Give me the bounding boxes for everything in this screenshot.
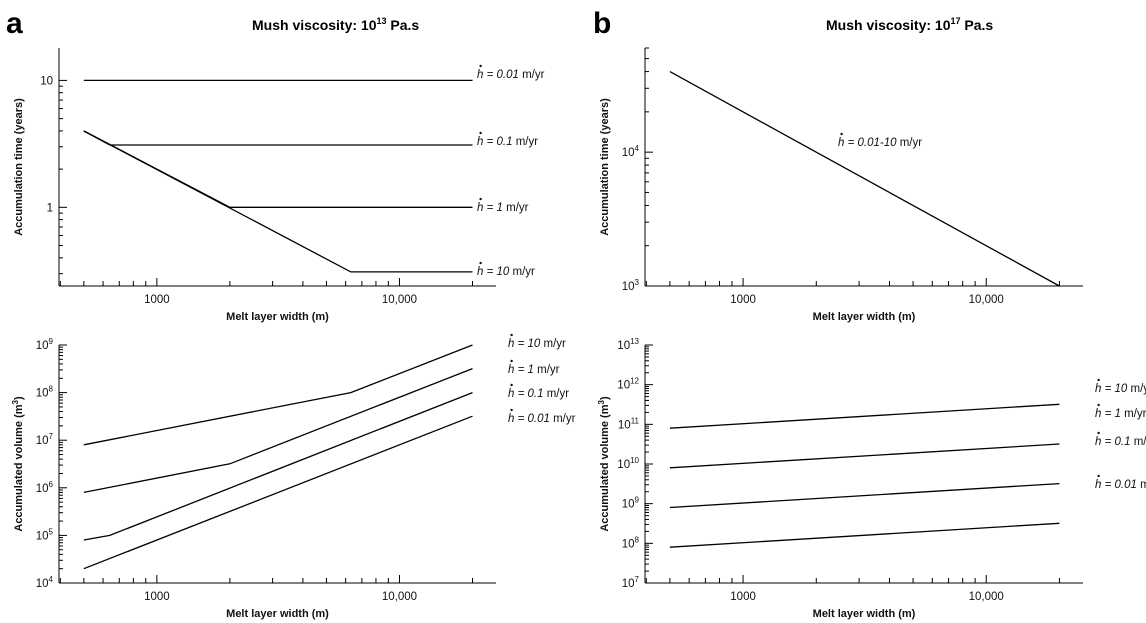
plot-panel-b: Mush viscosity: 1017 Pa.s 1000 10,000 103 10…: [599, 16, 1083, 323]
dot-accent-icon: [1097, 474, 1100, 478]
dot-accent-icon: [510, 408, 513, 412]
dot-accent-icon: [1097, 431, 1100, 435]
x-tick-label: 10,000: [382, 591, 417, 603]
y-tick-label: 1010: [617, 456, 639, 471]
x-tick-label: 1000: [730, 591, 756, 603]
series-line-0.1: [83, 391, 473, 541]
y-tick-label: 107: [622, 575, 640, 590]
series-line-1: [83, 367, 473, 494]
x-axis-label: Melt layer width (m): [226, 608, 329, 620]
series-line-1: [83, 130, 473, 208]
panel-letter-a: a: [6, 7, 23, 40]
x-tick-label: 10,000: [382, 294, 417, 306]
x-axis-label: Melt layer width (m): [226, 311, 329, 323]
x-axis-label: Melt layer width (m): [813, 311, 916, 323]
series-line-10: [669, 403, 1060, 429]
svg-text:h = 0.01 m/yr: h = 0.01 m/yr: [508, 413, 576, 425]
dot-accent-icon: [510, 359, 513, 363]
svg-text:h = 1 m/yr: h = 1 m/yr: [1095, 408, 1146, 420]
y-axis-label: Accumulated volume (m3): [597, 396, 611, 532]
y-tick-label: 103: [622, 278, 640, 293]
y-axis-label: Accumulation time (years): [13, 98, 25, 236]
dot-accent-icon: [479, 131, 482, 135]
y-tick-label: 108: [622, 535, 640, 550]
series-line-10: [83, 344, 473, 446]
y-tick-label: 104: [622, 144, 640, 159]
chart-title: Mush viscosity: 1013 Pa.s: [252, 16, 419, 33]
x-tick-label: 10,000: [969, 591, 1004, 603]
series-label-1: h = 1 m/yr: [508, 359, 560, 376]
series-label-10: h = 10 m/yr: [508, 333, 566, 350]
x-tick-label: 1000: [144, 294, 170, 306]
x-axis-label: Melt layer width (m): [813, 608, 916, 620]
series-line-0.01: [669, 522, 1060, 548]
y-tick-label: 108: [36, 385, 54, 400]
dot-accent-icon: [1097, 378, 1100, 382]
y-tick-label: 105: [36, 527, 54, 542]
panel-letter-b: b: [593, 7, 611, 40]
dot-accent-icon: [479, 261, 482, 265]
y-tick-label: 104: [36, 575, 54, 590]
dot-accent-icon: [510, 383, 513, 387]
y-tick-label: 1011: [618, 416, 640, 431]
x-tick-label: 1000: [144, 591, 170, 603]
series-label-10: h = 10 m/yr: [1095, 378, 1146, 395]
svg-text:h = 10 m/yr: h = 10 m/yr: [508, 338, 566, 350]
series-line-10: [83, 130, 473, 273]
series-label-0.1: h = 0.1 m/yr: [508, 383, 569, 400]
y-tick-label: 1012: [617, 377, 639, 392]
y-tick-label: 106: [36, 480, 54, 495]
plot-panel-a-volume: 1000 10,000 104 105 106 107 108 109 Melt layer w…: [11, 333, 576, 620]
svg-text:h = 0.1 m/yr: h = 0.1 m/yr: [477, 136, 538, 148]
x-tick-label: 1000: [730, 294, 756, 306]
series-label-1: h = 1 m/yr: [477, 197, 529, 214]
y-tick-label: 1: [47, 202, 53, 214]
svg-text:h = 0.1 m/yr: h = 0.1 m/yr: [508, 388, 569, 400]
svg-text:h = 10 m/yr: h = 10 m/yr: [477, 266, 535, 278]
y-tick-label: 107: [36, 432, 54, 447]
plot-panel-a: Mush viscosity: 1013 Pa.s 1000 10,000 1 10 Me…: [13, 16, 545, 323]
plot-panel-b-volume: 1000 10,000 107 108 109 1010 1011 1012 1013 Melt …: [597, 337, 1146, 620]
series-label-0.01-10: h = 0.01-10 m/yr: [838, 132, 922, 149]
dot-accent-icon: [840, 132, 843, 136]
series-label-0.01: h = 0.01 m/yr: [508, 408, 576, 425]
series-label-0.1: h = 0.1 m/yr: [477, 131, 538, 148]
svg-text:h = 10 m/yr: h = 10 m/yr: [1095, 383, 1146, 395]
y-tick-label: 109: [36, 337, 54, 352]
series-label-10: h = 10 m/yr: [477, 261, 535, 278]
dot-accent-icon: [1097, 403, 1100, 407]
dot-accent-icon: [479, 64, 482, 68]
series-line-0.1: [83, 130, 473, 146]
y-tick-label: 109: [622, 496, 640, 511]
svg-text:h = 1 m/yr: h = 1 m/yr: [477, 202, 529, 214]
y-axis-label: Accumulated volume (m3): [11, 396, 25, 532]
svg-text:h = 0.01-10 m/yr: h = 0.01-10 m/yr: [838, 137, 922, 149]
series-label-0.1: h = 0.1 m/yr: [1095, 431, 1146, 448]
dot-accent-icon: [510, 333, 513, 337]
svg-text:h = 0.01 m/yr: h = 0.01 m/yr: [477, 69, 545, 81]
y-tick-label: 10: [40, 75, 53, 87]
y-tick-label: 1013: [617, 337, 639, 352]
series-label-1: h = 1 m/yr: [1095, 403, 1146, 420]
y-axis-label: Accumulation time (years): [599, 98, 611, 236]
x-tick-label: 10,000: [969, 294, 1004, 306]
svg-text:h = 0.01 m/yr: h = 0.01 m/yr: [1095, 479, 1146, 491]
series-line-0.1: [669, 482, 1060, 509]
series-line-0.01: [83, 415, 473, 570]
series-line-1: [669, 443, 1060, 469]
series-label-0.01: h = 0.01 m/yr: [477, 64, 545, 81]
chart-title: Mush viscosity: 1017 Pa.s: [826, 16, 993, 33]
series-label-0.01: h = 0.01 m/yr: [1095, 474, 1146, 491]
svg-text:h = 0.1 m/yr: h = 0.1 m/yr: [1095, 436, 1146, 448]
dot-accent-icon: [479, 197, 482, 201]
series-line-0.01-10: [669, 71, 1060, 287]
svg-text:h = 1 m/yr: h = 1 m/yr: [508, 364, 560, 376]
